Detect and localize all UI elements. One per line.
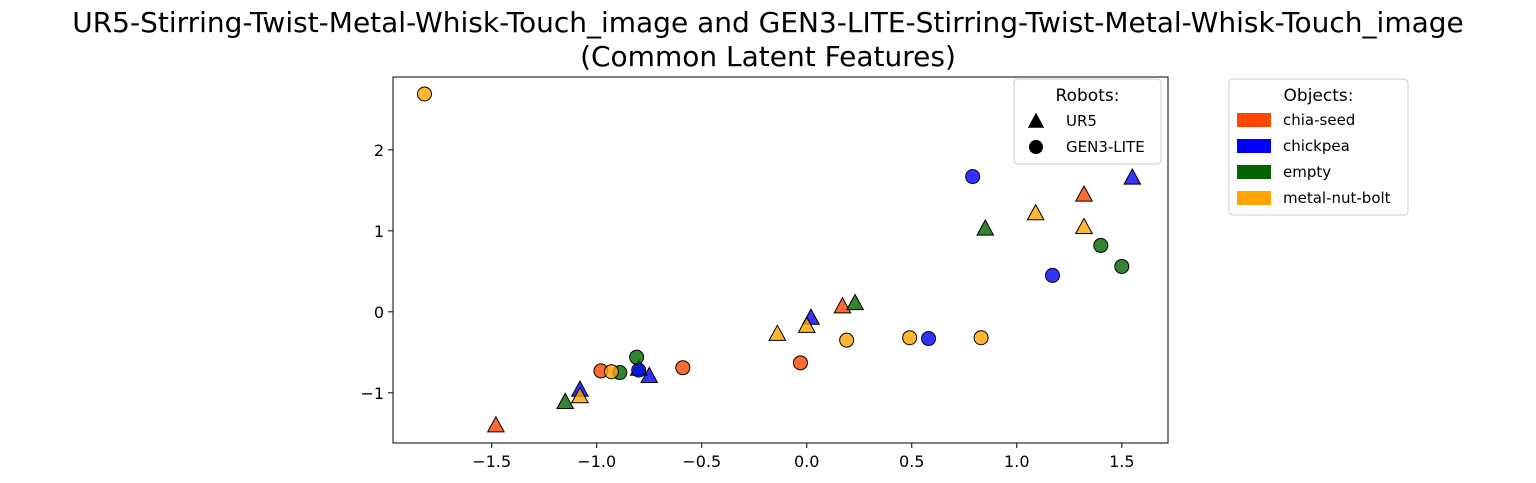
chart-title-line-2: (Common Latent Features) bbox=[580, 40, 956, 73]
data-point-gen3-lite-chia-seed bbox=[792, 355, 808, 371]
data-point-gen3-lite-metal-nut-bolt bbox=[417, 86, 433, 102]
data-point-ur5-metal-nut-bolt bbox=[768, 324, 787, 341]
y-tick-label: 2 bbox=[374, 141, 384, 160]
x-tick-label: −1.5 bbox=[472, 452, 511, 471]
objects-legend-label: chia-seed bbox=[1283, 111, 1355, 129]
data-point-gen3-lite-chickpea bbox=[631, 362, 647, 378]
objects-legend-title: Objects: bbox=[1284, 86, 1354, 106]
objects-legend-swatch-metal-nut-bolt bbox=[1237, 191, 1271, 205]
points-layer bbox=[417, 86, 1142, 433]
data-point-ur5-empty bbox=[976, 219, 995, 236]
robots-legend-marker-circle bbox=[1029, 140, 1043, 154]
data-point-ur5-empty bbox=[556, 392, 575, 409]
objects-legend-label: empty bbox=[1283, 163, 1331, 181]
objects-legend-label: chickpea bbox=[1283, 137, 1350, 155]
robots-legend-title: Robots: bbox=[1056, 86, 1120, 106]
data-point-gen3-lite-chickpea bbox=[965, 169, 981, 185]
chart-title-line-1: UR5-Stirring-Twist-Metal-Whisk-Touch_ima… bbox=[72, 6, 1464, 39]
objects-legend: Objects: chia-seed chickpea empty metal-nut-… bbox=[1228, 78, 1409, 216]
objects-legend-swatch-chickpea bbox=[1237, 139, 1271, 153]
x-tick-label: 1.5 bbox=[1109, 452, 1134, 471]
data-point-gen3-lite-chia-seed bbox=[675, 360, 691, 376]
plot-frame bbox=[392, 76, 1169, 444]
y-tick-label: −1 bbox=[360, 384, 384, 403]
data-point-ur5-metal-nut-bolt bbox=[1026, 203, 1045, 221]
objects-legend-swatch-empty bbox=[1237, 165, 1271, 179]
x-tick-label: 0.5 bbox=[899, 452, 924, 471]
data-point-gen3-lite-metal-nut-bolt bbox=[839, 332, 855, 348]
robots-legend-label: GEN3-LITE bbox=[1066, 138, 1145, 156]
x-tick-label: 0.0 bbox=[794, 452, 819, 471]
objects-legend-label: metal-nut-bolt bbox=[1283, 189, 1391, 207]
y-tick-label: 1 bbox=[374, 222, 384, 241]
objects-legend-swatch-chia-seed bbox=[1237, 113, 1271, 127]
data-point-ur5-metal-nut-bolt bbox=[797, 316, 816, 333]
data-point-ur5-metal-nut-bolt bbox=[1074, 217, 1094, 235]
axes-layer: −1.5 −1.0 −0.5 0.0 0.5 1.0 1.5 −1 0 1 2 bbox=[360, 76, 1169, 471]
robots-legend-box bbox=[1013, 78, 1162, 165]
x-tick-label: −0.5 bbox=[682, 452, 721, 471]
x-tick-label: 1.0 bbox=[1004, 452, 1029, 471]
data-point-gen3-lite-metal-nut-bolt bbox=[603, 364, 619, 380]
data-point-gen3-lite-chickpea bbox=[921, 331, 937, 347]
data-point-gen3-lite-metal-nut-bolt bbox=[973, 330, 989, 346]
data-point-gen3-lite-empty bbox=[1114, 258, 1130, 274]
data-point-ur5-chia-seed bbox=[833, 296, 852, 314]
robots-legend-label: UR5 bbox=[1066, 112, 1097, 130]
objects-legend-box bbox=[1228, 78, 1409, 216]
data-point-gen3-lite-chickpea bbox=[1044, 267, 1060, 283]
data-point-ur5-chia-seed bbox=[486, 415, 506, 433]
robots-legend: Robots: UR5 GEN3-LITE bbox=[1013, 78, 1162, 165]
data-point-ur5-metal-nut-bolt bbox=[570, 386, 590, 404]
data-point-ur5-chia-seed bbox=[1074, 184, 1094, 202]
data-point-gen3-lite-empty bbox=[1093, 237, 1109, 253]
y-tick-label: 0 bbox=[374, 303, 384, 322]
data-point-ur5-empty bbox=[845, 293, 865, 311]
robots-legend-marker-triangle bbox=[1027, 112, 1045, 128]
data-point-gen3-lite-metal-nut-bolt bbox=[902, 330, 918, 346]
data-point-ur5-chickpea bbox=[1123, 167, 1142, 185]
data-point-gen3-lite-empty bbox=[629, 349, 645, 365]
x-tick-label: −1.0 bbox=[577, 452, 616, 471]
